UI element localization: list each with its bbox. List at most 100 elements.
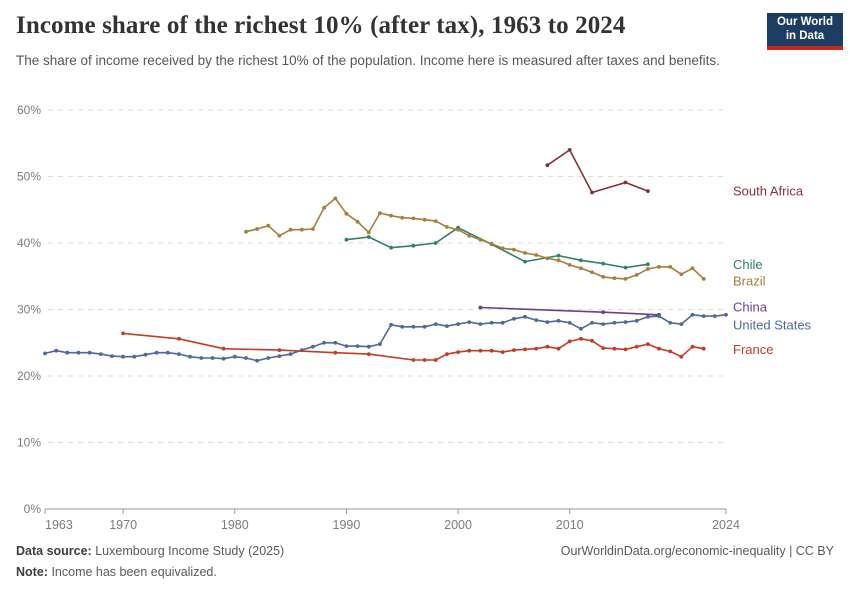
data-point-united-states-1983: [266, 356, 271, 360]
series-label-chile[interactable]: Chile: [733, 257, 763, 272]
data-point-brazil-1991: [355, 219, 360, 224]
series-line-france[interactable]: [122, 332, 705, 361]
data-point-united-states-1976: [188, 354, 193, 359]
data-point-brazil-2010: [567, 263, 572, 267]
data-point-france-2018: [657, 346, 661, 351]
data-point-united-states-1965: [65, 350, 70, 355]
x-tick-label-2000: 2000: [444, 518, 472, 532]
series-label-france[interactable]: France: [733, 342, 773, 357]
owid-logo[interactable]: Our World in Data: [767, 13, 843, 50]
data-point-south-africa-2017: [646, 189, 650, 194]
data-point-united-states-2013: [601, 322, 606, 326]
series-line-china[interactable]: [479, 306, 660, 316]
data-point-united-states-1975: [177, 352, 181, 356]
data-point-united-states-2002: [478, 322, 483, 326]
series-label-south-africa[interactable]: South Africa: [733, 184, 804, 199]
data-point-brazil-2002: [478, 237, 483, 242]
data-point-brazil-1985: [288, 227, 293, 232]
data-point-brazil-2015: [623, 277, 628, 281]
owid-logo-line2: in Data: [785, 29, 825, 42]
data-point-united-states-2001: [467, 320, 472, 324]
data-point-united-states-1994: [389, 322, 393, 327]
data-point-brazil-2014: [612, 276, 617, 281]
data-point-united-states-1985: [288, 352, 293, 356]
data-point-brazil-1996: [411, 216, 416, 221]
data-point-united-states-1995: [400, 324, 405, 329]
data-point-united-states-2014: [612, 320, 617, 325]
data-point-united-states-2024: [724, 312, 728, 317]
series-south-africa: South Africa: [545, 148, 804, 199]
data-point-brazil-1986: [299, 227, 304, 232]
data-point-france-1989: [333, 350, 338, 355]
series-label-united-states[interactable]: United States: [733, 317, 812, 332]
data-point-france-2022: [701, 346, 706, 351]
chart-footer: Data source: Luxembourg Income Study (20…: [16, 544, 834, 579]
data-point-france-2002: [478, 348, 483, 353]
data-point-brazil-1994: [389, 213, 393, 218]
data-point-chile-2015: [623, 265, 628, 270]
data-point-united-states-1991: [355, 344, 360, 348]
series-line-brazil[interactable]: [245, 197, 705, 280]
data-point-france-2000: [456, 350, 460, 354]
data-point-france-2016: [634, 344, 639, 349]
data-point-united-states-2022: [701, 314, 706, 318]
data-point-united-states-1978: [210, 356, 215, 360]
data-point-united-states-2020: [679, 322, 684, 326]
data-point-france-2001: [467, 348, 472, 353]
data-point-france-1999: [445, 352, 449, 356]
data-point-united-states-2011: [579, 326, 583, 331]
chart-title: Income share of the richest 10% (after t…: [16, 12, 626, 39]
data-point-brazil-2013: [601, 275, 606, 279]
data-point-united-states-1989: [333, 340, 338, 345]
footer-note-text: Income has been equivalized.: [51, 565, 217, 579]
data-point-china-2002: [478, 305, 483, 310]
data-point-brazil-2005: [512, 247, 516, 252]
series-line-south-africa[interactable]: [546, 149, 649, 194]
series-france: France: [121, 331, 773, 362]
data-point-united-states-1982: [255, 358, 259, 363]
data-point-france-2004: [500, 350, 505, 354]
data-point-brazil-2019: [668, 265, 673, 269]
data-point-france-2021: [690, 344, 695, 349]
data-point-united-states-2016: [634, 318, 639, 323]
data-point-brazil-2006: [523, 251, 527, 255]
series-label-china[interactable]: China: [733, 299, 768, 314]
data-point-united-states-1971: [132, 354, 137, 359]
data-point-united-states-2004: [500, 320, 505, 325]
data-point-france-2007: [534, 346, 539, 351]
data-point-united-states-1977: [199, 356, 204, 360]
data-point-united-states-2008: [545, 320, 550, 324]
data-point-united-states-1990: [344, 344, 349, 348]
data-point-brazil-1993: [378, 211, 382, 216]
data-point-brazil-1999: [445, 225, 449, 229]
data-point-brazil-1983: [266, 223, 271, 228]
chart-subtitle: The share of income received by the rich…: [16, 53, 720, 68]
series-label-brazil[interactable]: Brazil: [733, 273, 766, 288]
data-point-united-states-1992: [366, 344, 371, 349]
data-point-brazil-2009: [556, 258, 561, 263]
data-point-france-2008: [545, 344, 550, 349]
data-point-france-2017: [646, 342, 650, 346]
x-tick-label-1963: 1963: [45, 518, 73, 532]
data-point-brazil-2018: [657, 265, 661, 269]
data-point-united-states-1981: [244, 356, 248, 360]
data-point-brazil-2021: [690, 266, 695, 271]
data-point-united-states-2012: [590, 320, 594, 325]
data-point-united-states-2017: [646, 314, 650, 319]
data-point-france-2011: [579, 336, 583, 341]
data-point-france-2020: [679, 354, 684, 359]
data-point-united-states-2015: [623, 320, 628, 324]
series-china: China: [478, 299, 768, 317]
footer-link[interactable]: OurWorldinData.org/economic-inequality |…: [560, 544, 834, 558]
data-point-united-states-1964: [54, 348, 59, 353]
data-point-united-states-1966: [76, 350, 81, 355]
data-point-united-states-1993: [378, 342, 382, 346]
data-point-france-2015: [623, 347, 628, 352]
data-point-united-states-1967: [87, 350, 92, 355]
data-point-united-states-1987: [311, 344, 315, 349]
series-brazil: Brazil: [244, 196, 766, 288]
x-tick-label-2010: 2010: [556, 518, 584, 532]
data-point-brazil-2017: [646, 267, 650, 271]
data-point-united-states-2021: [690, 312, 695, 317]
